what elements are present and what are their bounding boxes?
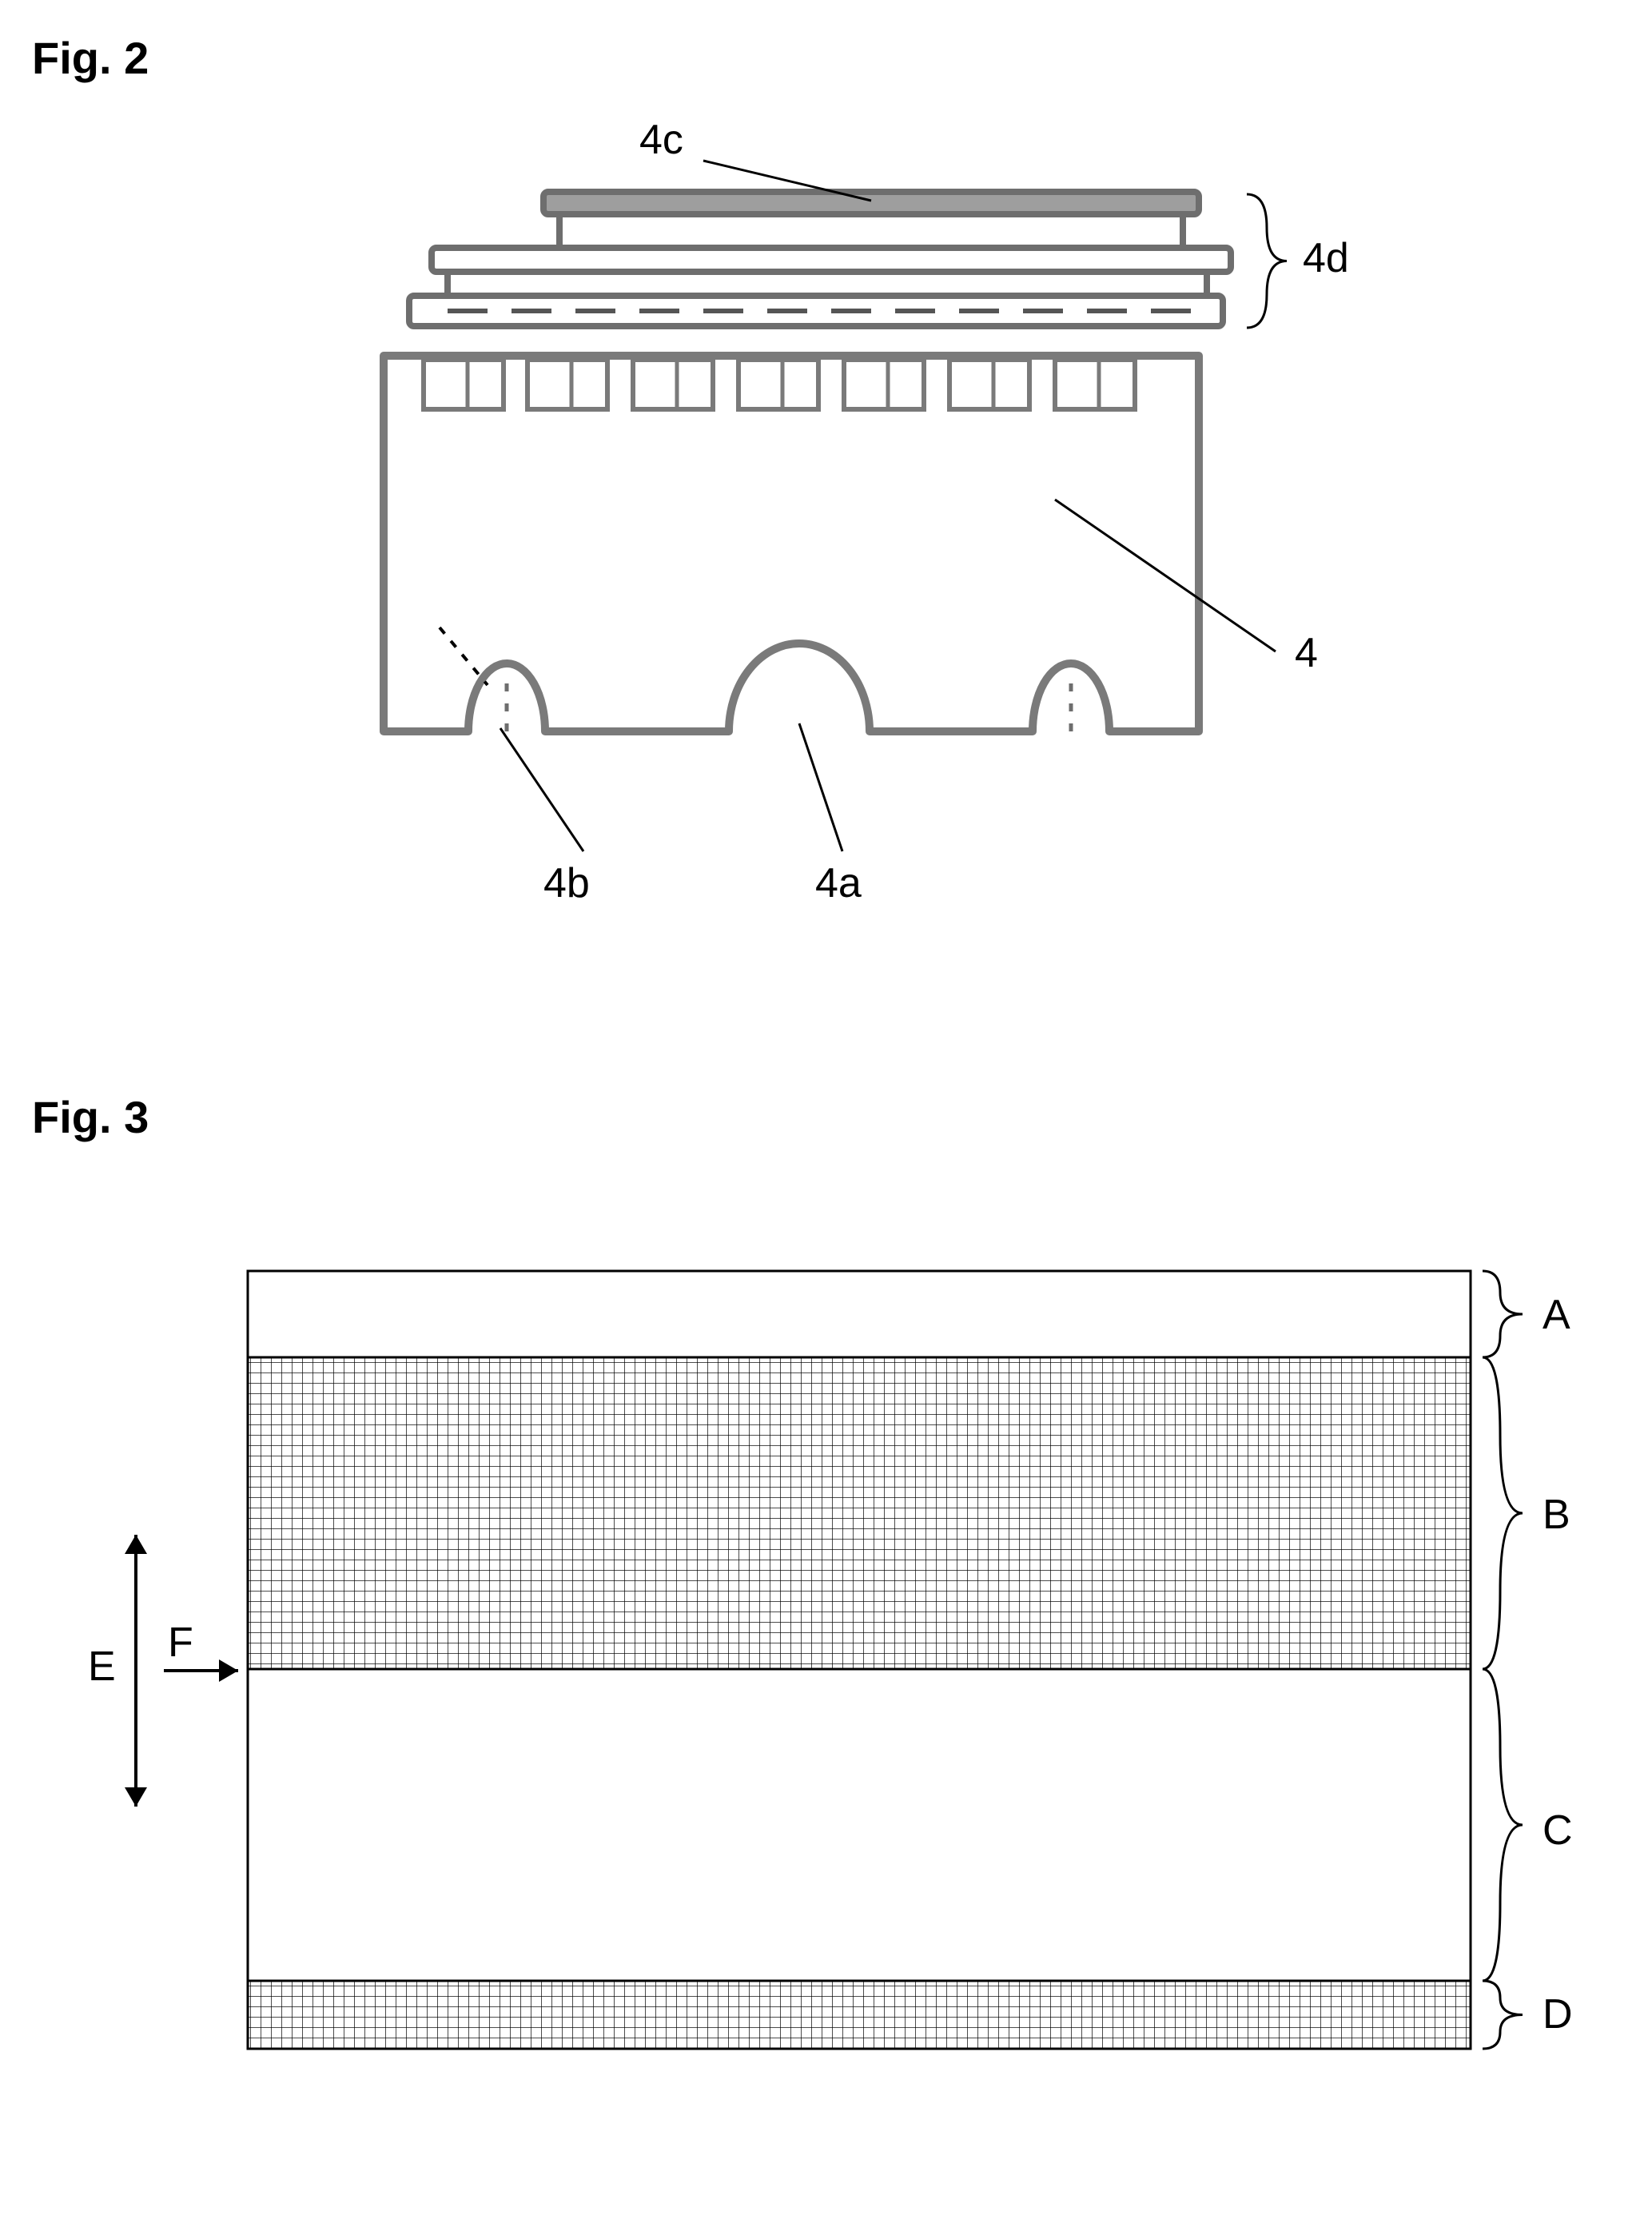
label-D: D bbox=[1543, 1990, 1573, 2038]
label-4: 4 bbox=[1295, 629, 1318, 677]
fig2-diagram: 4c 4d 4 4a 4b bbox=[32, 116, 1620, 995]
label-4d: 4d bbox=[1303, 234, 1349, 282]
label-B: B bbox=[1543, 1491, 1570, 1539]
fig3-diagram: A B C D E F bbox=[32, 1175, 1620, 2134]
label-4c: 4c bbox=[639, 116, 683, 164]
fig2-title: Fig. 2 bbox=[32, 32, 1620, 84]
fig3-svg bbox=[32, 1175, 1620, 2134]
label-A: A bbox=[1543, 1291, 1570, 1339]
label-4b: 4b bbox=[543, 859, 590, 907]
label-C: C bbox=[1543, 1807, 1573, 1855]
label-E: E bbox=[88, 1643, 116, 1691]
label-4a: 4a bbox=[815, 859, 862, 907]
fig3-title: Fig. 3 bbox=[32, 1091, 1620, 1143]
label-F: F bbox=[168, 1619, 193, 1667]
